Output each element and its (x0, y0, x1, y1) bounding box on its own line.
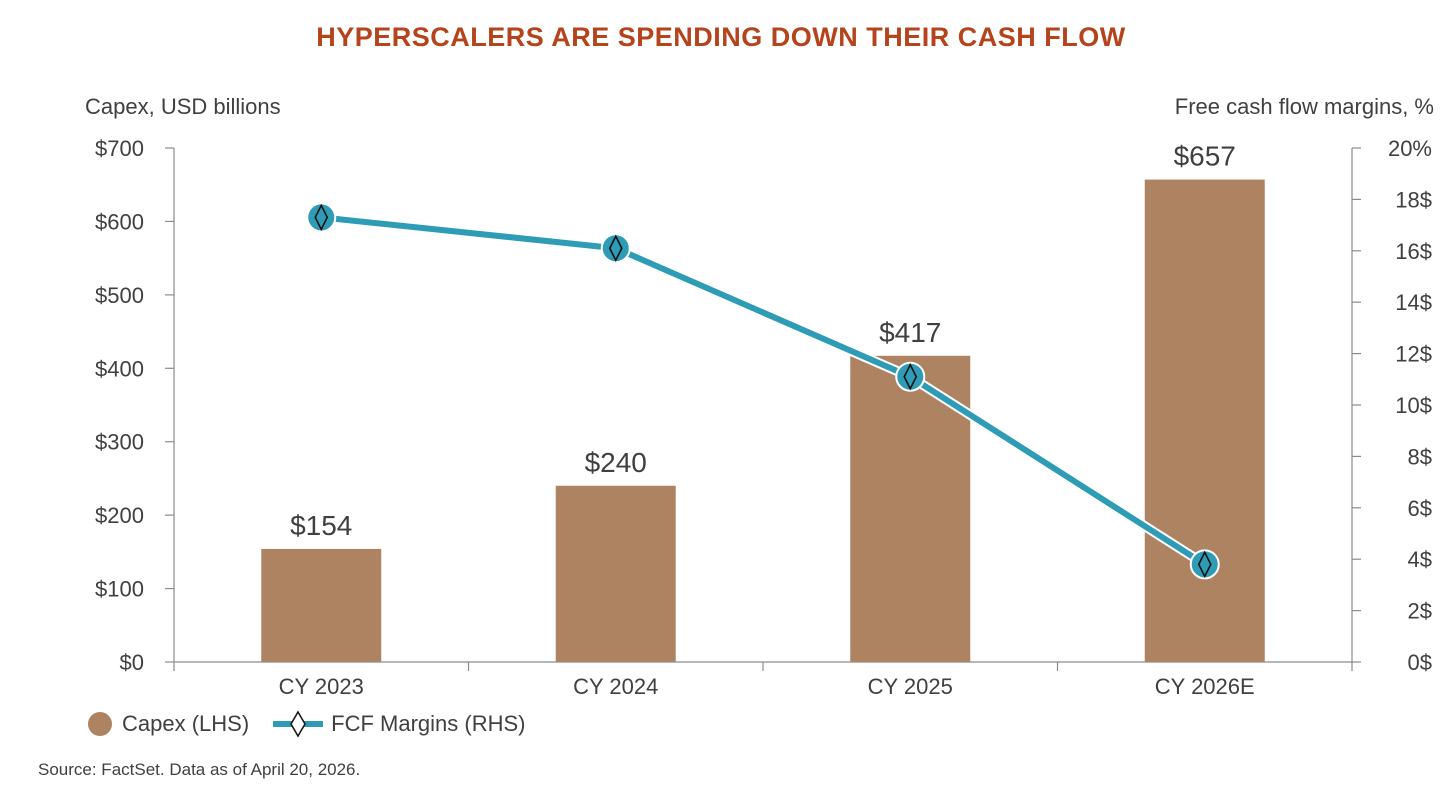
fcf-point-marker (903, 362, 918, 391)
x-tick-label: CY 2024 (573, 674, 658, 699)
left-tick-label: $700 (95, 136, 144, 161)
source-note: Source: FactSet. Data as of April 20, 20… (38, 760, 361, 779)
capex-bar-label: $240 (585, 447, 647, 478)
legend-fcf-label: FCF Margins (RHS) (331, 711, 526, 736)
capex-bar-label: $154 (290, 510, 352, 541)
left-tick-label: $400 (95, 356, 144, 381)
right-tick-label: 10$ (1395, 393, 1432, 418)
fcf-margin-line (318, 214, 1208, 568)
capex-bar (1144, 179, 1265, 662)
right-tick-label: 2$ (1408, 599, 1432, 624)
fcf-line-halo (316, 212, 1210, 570)
capex-bar-label: $417 (879, 317, 941, 348)
fcf-point-marker (314, 203, 329, 232)
right-tick-label: 0$ (1408, 650, 1432, 675)
left-tick-label: $100 (95, 577, 144, 602)
x-tick-label: CY 2026E (1155, 674, 1255, 699)
legend-capex-swatch (88, 712, 112, 736)
right-tick-label: 8$ (1408, 444, 1432, 469)
fcf-point-marker (608, 234, 623, 263)
left-tick-label: $600 (95, 209, 144, 234)
right-tick-label: 12$ (1395, 342, 1432, 367)
right-tick-label: 20% (1388, 136, 1432, 161)
right-axis-title: Free cash flow margins, % (1174, 94, 1434, 119)
legend: Capex (LHS) FCF Margins (RHS) (88, 707, 526, 741)
fcf-point (600, 233, 631, 264)
right-tick-label: 18$ (1395, 187, 1432, 212)
capex-bar (261, 548, 382, 662)
left-tick-label: $200 (95, 503, 144, 528)
right-tick-label: 16$ (1395, 239, 1432, 264)
legend-capex-label: Capex (LHS) (122, 711, 250, 736)
right-tick-label: 4$ (1408, 547, 1432, 572)
capex-bar (555, 485, 676, 662)
left-tick-label: $0 (120, 650, 144, 675)
x-tick-label: CY 2023 (279, 674, 364, 699)
fcf-point-marker (1197, 550, 1212, 579)
fcf-point (1189, 549, 1220, 580)
legend-fcf-swatch (273, 709, 324, 739)
left-tick-label: $300 (95, 430, 144, 455)
fcf-point (895, 361, 926, 392)
x-tick-label: CY 2025 (868, 674, 953, 699)
left-tick-label: $500 (95, 283, 144, 308)
chart-title: HYPERSCALERS ARE SPENDING DOWN THEIR CAS… (316, 22, 1126, 52)
left-axis-title: Capex, USD billions (85, 94, 281, 119)
right-tick-label: 14$ (1395, 290, 1432, 315)
right-tick-label: 6$ (1408, 496, 1432, 521)
fcf-point (306, 202, 337, 233)
capex-bar-label: $657 (1174, 141, 1236, 172)
